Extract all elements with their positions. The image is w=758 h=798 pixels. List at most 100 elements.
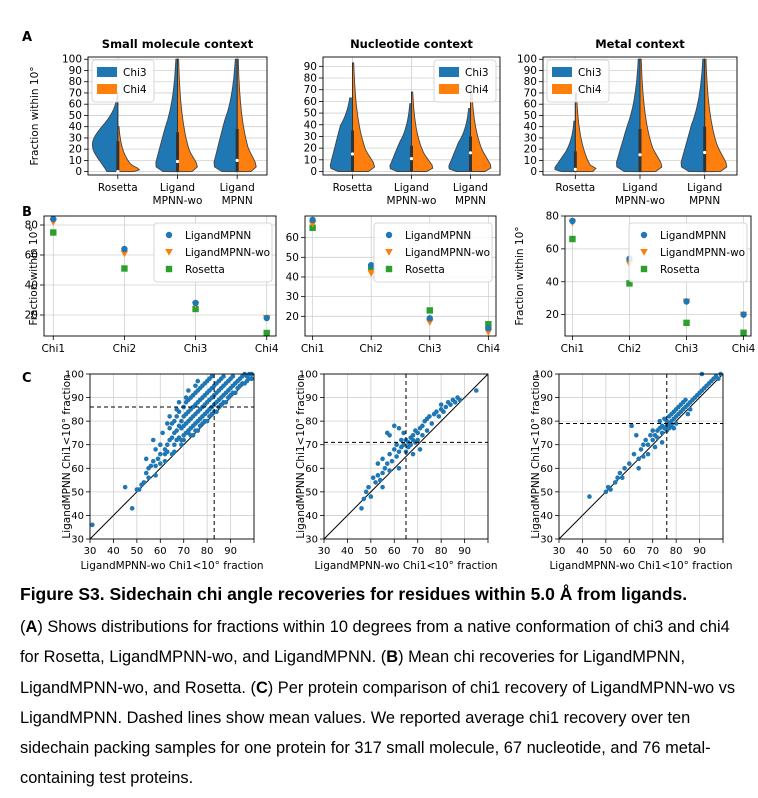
panel-b-small-molecule: 20 40 60 80 Chi1 Chi2 Chi3 Chi4 Fraction within … xyxy=(25,215,279,355)
legend-label: LigandMPNN xyxy=(405,230,471,242)
x-tick-label: Ligand xyxy=(687,182,722,194)
data-point xyxy=(434,409,439,415)
y-tick-label: 60 xyxy=(25,250,38,262)
data-point xyxy=(399,437,404,443)
data-point xyxy=(366,484,371,490)
y-tick-label: 60 xyxy=(305,464,318,475)
y-tick-label: 100 xyxy=(534,370,553,381)
data-point xyxy=(167,425,172,431)
y-tick-label: 20 xyxy=(304,143,317,155)
data-point-ligandmpnn xyxy=(740,311,747,318)
data-point xyxy=(391,447,397,452)
axes-frame xyxy=(43,215,277,337)
data-point xyxy=(634,432,639,438)
panel-c-nucleotide: 3030404050506060707080809090100LigandMPN… xyxy=(295,370,498,573)
data-point xyxy=(622,465,627,471)
data-point-rosetta xyxy=(683,319,690,327)
data-point xyxy=(235,385,240,391)
violin-chi4 xyxy=(411,91,434,172)
data-point xyxy=(608,487,613,492)
data-point-ligandmpnn xyxy=(121,245,128,253)
data-point xyxy=(429,421,435,426)
data-point-rosetta xyxy=(50,229,57,236)
y-tick-label: 90 xyxy=(524,65,537,77)
data-point xyxy=(221,399,226,405)
y-tick-label: 60 xyxy=(304,96,317,108)
legend-marker xyxy=(640,249,648,256)
y-tick-label: 90 xyxy=(304,61,317,73)
data-point xyxy=(186,388,191,393)
x-axis-label: LigandMPNN-wo Chi1<10° fraction xyxy=(80,560,263,572)
data-point xyxy=(153,463,158,469)
data-point xyxy=(129,506,135,511)
violin-median xyxy=(235,158,239,162)
data-point-ligandmpnn xyxy=(309,216,316,224)
x-tick-label: Ligand xyxy=(220,182,255,194)
data-point xyxy=(415,437,421,443)
x-tick-label: Chi3 xyxy=(675,343,699,355)
legend-marker xyxy=(165,265,173,273)
y-tick-label: 90 xyxy=(305,393,318,404)
violin-chi3 xyxy=(680,58,706,173)
x-tick-label: 50 xyxy=(364,546,377,557)
panel-c-metal: 3030404050506060707080809090100LigandMPN… xyxy=(530,370,733,573)
data-point xyxy=(148,463,154,469)
legend-box xyxy=(628,222,748,283)
chart-title: Small molecule context xyxy=(102,37,254,51)
data-point-ligandmpnn xyxy=(426,315,433,322)
legend-label: LigandMPNN-wo xyxy=(185,247,270,259)
violin-chi4 xyxy=(704,58,728,173)
y-tick-label: 60 xyxy=(524,99,537,111)
data-point-rosetta xyxy=(569,235,576,243)
data-point-rosetta xyxy=(740,329,747,336)
data-point-ligandmpnn-wo xyxy=(120,250,129,258)
data-point xyxy=(641,442,646,448)
data-point xyxy=(387,468,392,473)
data-point-ligandmpnn xyxy=(192,299,199,307)
data-point xyxy=(157,461,163,466)
x-tick-label: 80 xyxy=(201,546,214,557)
data-point xyxy=(452,399,458,405)
data-point xyxy=(193,428,198,433)
x-tick-label: Ligand xyxy=(160,182,195,194)
x-tick-label: Chi2 xyxy=(113,343,137,355)
axes-frame xyxy=(322,56,501,176)
data-point-ligandmpnn-wo xyxy=(367,270,376,277)
data-point xyxy=(361,496,367,502)
y-tick-label: 80 xyxy=(546,211,559,223)
legend-label: LigandMPNN-wo xyxy=(405,247,490,259)
diagonal-line xyxy=(558,373,724,540)
legend-label: Chi3 xyxy=(123,67,147,79)
data-point xyxy=(401,442,406,448)
x-axis-label: LigandMPNN-wo Chi1<10° fraction xyxy=(314,560,497,572)
x-tick-label: Ligand xyxy=(394,182,429,194)
violin-median xyxy=(116,170,120,174)
data-point xyxy=(193,383,198,389)
axes-frame xyxy=(564,215,752,337)
y-axis-label: LigandMPNN Chi1<10° fraction xyxy=(61,374,73,538)
violin-chi4 xyxy=(236,58,257,173)
data-point-ligandmpnn xyxy=(683,298,690,305)
axes-frame xyxy=(89,373,255,540)
y-tick-label: 30 xyxy=(304,131,317,143)
data-point xyxy=(380,456,385,462)
x-tick-label: MPNN-wo xyxy=(387,195,437,207)
data-point xyxy=(153,473,158,478)
data-point xyxy=(368,494,374,499)
data-point xyxy=(139,482,144,488)
data-point xyxy=(716,376,721,382)
y-tick-label: 70 xyxy=(524,87,537,99)
y-tick-label: 40 xyxy=(524,121,537,133)
data-point xyxy=(375,461,381,466)
data-point xyxy=(174,428,179,433)
legend-marker xyxy=(165,231,173,239)
legend-marker xyxy=(385,231,393,239)
x-tick-label: MPNN-wo xyxy=(153,195,203,207)
y-tick-label: 30 xyxy=(71,535,84,546)
x-tick-label: Chi1 xyxy=(561,343,585,355)
data-point xyxy=(150,437,156,443)
x-tick-label: 70 xyxy=(411,546,424,557)
x-tick-label: 80 xyxy=(670,546,683,557)
